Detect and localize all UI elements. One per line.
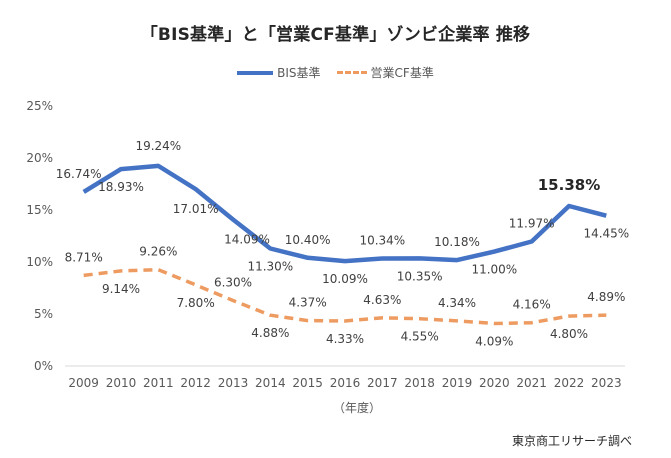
source-credit: 東京商工リサーチ調べ: [512, 434, 633, 448]
y-tick-label: 20%: [26, 151, 53, 165]
x-tick-label: 2014: [255, 376, 286, 390]
x-axis-unit-label: （年度）: [333, 401, 382, 415]
legend-swatch-dashed-line: [336, 71, 367, 74]
data-label-cf: 4.63%: [363, 293, 401, 307]
data-label-cf: 8.71%: [65, 250, 103, 264]
x-tick-label: 2017: [367, 376, 398, 390]
data-label-cf: 4.34%: [438, 296, 476, 310]
series-line-cf: [83, 267, 607, 326]
data-label-bis: 19.24%: [135, 139, 181, 153]
data-label-bis: 10.18%: [434, 235, 480, 249]
data-label-cf: 4.80%: [550, 327, 588, 341]
data-label-cf: 4.33%: [326, 332, 364, 346]
x-tick-label: 2018: [404, 376, 435, 390]
data-label-cf: 9.26%: [139, 245, 177, 259]
data-label-bis: 11.30%: [247, 259, 293, 273]
legend: BIS基準 営業CF基準: [0, 64, 671, 81]
data-label-cf: 4.09%: [475, 334, 513, 348]
data-label-cf: 7.80%: [177, 296, 215, 310]
x-tick-label: 2012: [180, 376, 211, 390]
x-tick-label: 2009: [68, 376, 99, 390]
y-tick-label: 5%: [34, 307, 53, 321]
data-label-bis: 14.45%: [583, 227, 629, 241]
data-label-bis: 10.40%: [285, 233, 331, 247]
data-label-bis: 15.38%: [538, 176, 600, 194]
data-label-bis: 16.74%: [56, 167, 102, 181]
x-tick-label: 2019: [442, 376, 473, 390]
data-label-bis: 11.97%: [509, 217, 555, 231]
data-label-cf: 4.16%: [513, 298, 551, 312]
x-tick-label: 2020: [479, 376, 510, 390]
data-label-cf: 4.55%: [401, 330, 439, 344]
y-tick-label: 25%: [26, 99, 53, 113]
data-label-bis: 17.01%: [173, 202, 219, 216]
legend-swatch-solid-line: [237, 70, 274, 75]
series-line-bis: [82, 163, 607, 264]
data-label-bis: 11.00%: [471, 263, 517, 277]
x-tick-label: 2021: [516, 376, 547, 390]
x-tick-label: 2022: [554, 376, 585, 390]
y-tick-label: 10%: [26, 255, 53, 269]
x-tick-label: 2011: [143, 376, 174, 390]
y-tick-label: 0%: [34, 359, 53, 373]
data-label-cf: 9.14%: [102, 282, 140, 296]
legend-item-cf: 営業CF基準: [336, 64, 434, 81]
x-tick-label: 2023: [591, 376, 622, 390]
y-tick-label: 15%: [26, 203, 53, 217]
x-tick-label: 2013: [218, 376, 249, 390]
data-label-bis: 10.35%: [397, 269, 443, 283]
data-label-bis: 10.09%: [322, 272, 368, 286]
legend-label-bis: BIS基準: [277, 66, 321, 80]
data-label-cf: 6.30%: [214, 275, 252, 289]
data-label-bis: 18.93%: [98, 180, 144, 194]
data-label-bis: 10.34%: [359, 233, 405, 247]
legend-label-cf: 営業CF基準: [370, 66, 434, 80]
data-label-cf: 4.88%: [251, 326, 289, 340]
chart-title: 「BIS基準」と「営業CF基準」ゾンビ企業率 推移: [140, 25, 531, 45]
data-label-bis: 14.09%: [224, 232, 270, 246]
data-label-cf: 4.37%: [289, 296, 327, 310]
x-tick-label: 2016: [330, 376, 361, 390]
data-label-cf: 4.89%: [587, 290, 625, 304]
x-tick-label: 2015: [292, 376, 323, 390]
legend-item-bis: BIS基準: [237, 64, 321, 81]
x-tick-label: 2010: [106, 376, 137, 390]
